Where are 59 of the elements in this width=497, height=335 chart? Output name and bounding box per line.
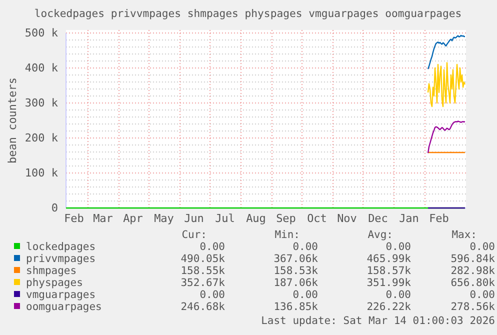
text: 0.00 bbox=[200, 289, 225, 301]
x-tick-label: Sep bbox=[276, 212, 296, 225]
x-tick-label: Nov bbox=[337, 212, 358, 225]
text: 158.57k bbox=[366, 265, 412, 277]
text: 187.06k bbox=[274, 277, 319, 289]
line-series bbox=[427, 120, 466, 154]
x-tick-label: Oct bbox=[307, 212, 327, 225]
text: Cur: bbox=[182, 229, 207, 241]
text: 278.56k bbox=[450, 301, 496, 313]
legend-label: privvmpages bbox=[26, 253, 96, 265]
y-tick-label: 300 k bbox=[24, 96, 58, 110]
legend-label: vmguarpages bbox=[26, 289, 96, 301]
text: 0.00 bbox=[292, 289, 318, 301]
text: 367.06k bbox=[274, 253, 319, 265]
text: 246.68k bbox=[180, 301, 226, 313]
text: 158.55k bbox=[180, 265, 226, 277]
text: 136.85k bbox=[274, 301, 319, 313]
x-tick-label: Aug bbox=[246, 212, 266, 225]
y-tick-label: 200 k bbox=[24, 132, 58, 145]
text: 0.00 bbox=[470, 289, 495, 301]
x-tick-label: Mar bbox=[93, 212, 114, 225]
line-series bbox=[427, 62, 466, 108]
text: Max: bbox=[452, 229, 477, 241]
text: Last update: Sat Mar 14 01:00:03 2026 bbox=[261, 315, 495, 327]
legend-label: physpages bbox=[26, 277, 83, 289]
text: 0.00 bbox=[292, 241, 318, 253]
text: 352.67k bbox=[180, 277, 226, 289]
y-tick-label: 0 bbox=[51, 202, 58, 215]
x-tick-label: Jul bbox=[215, 212, 235, 225]
text: Min: bbox=[274, 229, 300, 241]
text: 656.80k bbox=[450, 277, 496, 289]
legend-label: oomguarpages bbox=[26, 301, 102, 313]
text: 282.98k bbox=[450, 265, 496, 277]
legend-label: shmpages bbox=[26, 265, 77, 277]
text: 490.05k bbox=[180, 253, 226, 265]
x-tick-label: Jan bbox=[399, 212, 419, 225]
text: 0.00 bbox=[200, 241, 225, 253]
x-tick-label: Apr bbox=[123, 212, 144, 225]
text: 596.84k bbox=[450, 253, 496, 265]
y-tick-label: 100 k bbox=[24, 166, 58, 180]
text: Avg: bbox=[368, 229, 393, 241]
text: 0.00 bbox=[470, 241, 495, 253]
text: 158.53k bbox=[274, 265, 319, 277]
y-tick-label: 400 k bbox=[24, 62, 58, 75]
legend-label: lockedpages bbox=[26, 241, 96, 253]
x-tick-label: Feb bbox=[64, 212, 84, 225]
y-tick-label: 500 k bbox=[24, 26, 58, 40]
line-series bbox=[427, 34, 466, 70]
chart-title: lockedpages privvmpages shmpages physpages vmguarpages oomguarpages bbox=[34, 8, 462, 20]
x-tick-label: Feb bbox=[429, 212, 449, 225]
x-tick-label: Jun bbox=[184, 212, 204, 225]
x-tick-label: May bbox=[154, 212, 174, 225]
text: 351.99k bbox=[366, 277, 412, 289]
text: 0.00 bbox=[386, 289, 411, 301]
text: 465.99k bbox=[366, 253, 412, 265]
x-tick-label: Dec bbox=[368, 212, 388, 225]
text: 0.00 bbox=[386, 241, 411, 253]
text: 226.22k bbox=[366, 301, 412, 313]
y-axis-title: bean counters bbox=[6, 77, 19, 164]
